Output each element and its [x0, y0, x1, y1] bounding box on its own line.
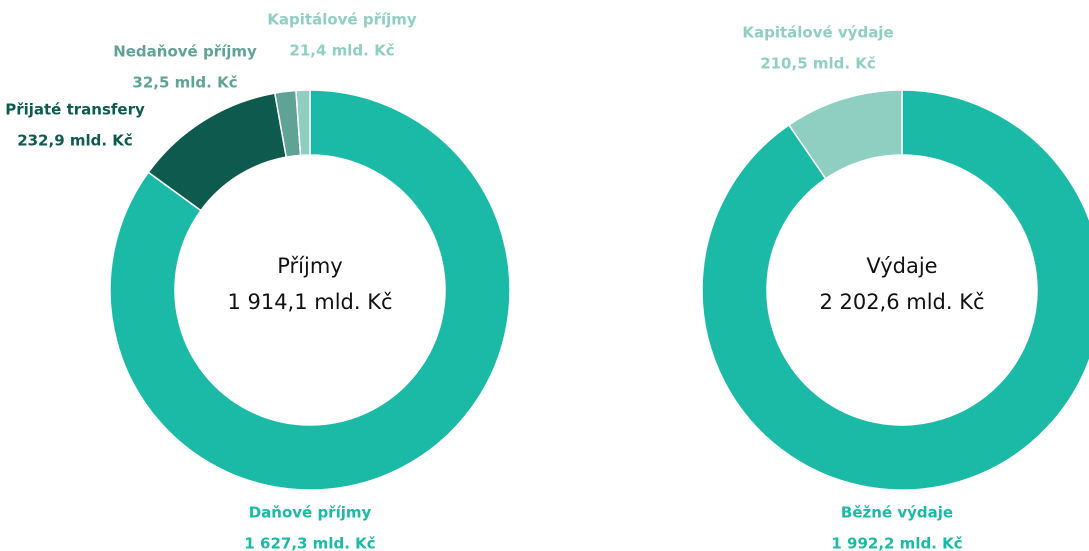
segment-label: Nedaňové příjmy — [113, 43, 257, 61]
segment-value-label: 1 992,2 mld. Kč — [831, 535, 962, 551]
segment-value-label: 210,5 mld. Kč — [760, 55, 876, 73]
segment-value-label: 1 627,3 mld. Kč — [244, 535, 375, 551]
segment-label: Kapitálové výdaje — [742, 24, 893, 42]
segment-value-label: 232,9 mld. Kč — [17, 132, 133, 150]
segment-value-label: 21,4 mld. Kč — [289, 42, 394, 60]
donut-segment — [295, 89, 311, 157]
donut-segment — [109, 89, 511, 491]
donut-segment — [701, 89, 1089, 491]
center-title: Výdaje — [866, 254, 937, 278]
center-title: Příjmy — [277, 254, 342, 278]
segment-label: Přijaté transfery — [5, 101, 145, 119]
segment-value-label: 32,5 mld. Kč — [132, 74, 237, 92]
segment-label: Daňové příjmy — [249, 504, 372, 522]
center-value: 1 914,1 mld. Kč — [227, 290, 392, 314]
center-value: 2 202,6 mld. Kč — [819, 290, 984, 314]
segment-label: Kapitálové příjmy — [267, 11, 417, 29]
segment-label: Běžné výdaje — [841, 504, 953, 522]
donut-segment — [787, 89, 903, 180]
